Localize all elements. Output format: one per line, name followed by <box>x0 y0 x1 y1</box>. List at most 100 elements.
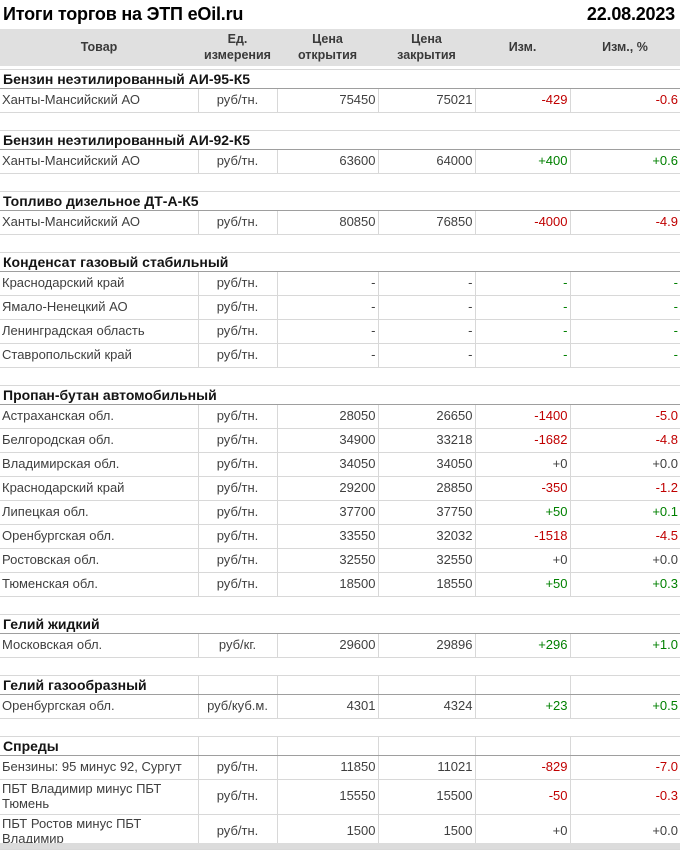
unit-cell: руб/тн. <box>197 428 277 453</box>
section-title: Конденсат газовый стабильный <box>0 252 680 272</box>
section-spacer <box>0 368 680 386</box>
unit-cell: руб/тн. <box>197 271 277 296</box>
product-cell: Ставропольский край <box>0 343 198 368</box>
table-row: Ростовская обл. руб/тн. 32550 32550 +0 +0.0 <box>0 548 680 573</box>
close-price-cell: - <box>377 295 475 320</box>
table-row: ПБТ Владимир минус ПБТ Тюмень руб/тн. 1555… <box>0 779 680 815</box>
section-title: Гелий жидкий <box>0 614 680 634</box>
open-price-cell: 15550 <box>276 779 378 815</box>
change-pct-cell: -4.5 <box>569 524 680 549</box>
section-title: Бензин неэтилированный АИ-92-К5 <box>0 130 680 150</box>
change-cell: -50 <box>474 779 570 815</box>
unit-cell: руб/тн. <box>197 476 277 501</box>
section-title: Топливо дизельное ДТ-А-К5 <box>0 191 680 211</box>
change-pct-cell: +0.5 <box>569 694 680 719</box>
open-price-cell: 4301 <box>276 694 378 719</box>
change-cell: -429 <box>474 88 570 113</box>
change-cell: -1518 <box>474 524 570 549</box>
section-title-empty-cell <box>276 736 378 756</box>
section-spacer <box>0 597 680 615</box>
column-header-close-price: Цена закрытия <box>378 29 475 66</box>
change-pct-cell: +0.0 <box>569 548 680 573</box>
product-cell: Астраханская обл. <box>0 404 198 429</box>
close-price-cell: 18550 <box>377 572 475 597</box>
close-price-cell: - <box>377 319 475 344</box>
product-cell: Ханты-Мансийский АО <box>0 149 198 174</box>
open-price-cell: 33550 <box>276 524 378 549</box>
product-cell: Краснодарский край <box>0 271 198 296</box>
change-cell: +0 <box>474 452 570 477</box>
spacer-cell <box>0 597 680 615</box>
section-spacer <box>0 174 680 192</box>
change-pct-cell: -4.9 <box>569 210 680 235</box>
close-price-cell: 11021 <box>377 755 475 780</box>
table-row: Ханты-Мансийский АО руб/тн. 63600 64000 +400… <box>0 149 680 174</box>
section-title-empty-cell <box>197 736 277 756</box>
unit-cell: руб/тн. <box>197 88 277 113</box>
close-price-cell: 33218 <box>377 428 475 453</box>
close-price-cell: 32032 <box>377 524 475 549</box>
change-cell: +400 <box>474 149 570 174</box>
change-pct-cell: - <box>569 343 680 368</box>
open-price-cell: 32550 <box>276 548 378 573</box>
section-spacer <box>0 719 680 737</box>
change-cell: +50 <box>474 572 570 597</box>
unit-cell: руб/тн. <box>197 755 277 780</box>
change-cell: -350 <box>474 476 570 501</box>
unit-cell: руб/тн. <box>197 319 277 344</box>
change-cell: - <box>474 295 570 320</box>
section-title-row: Конденсат газовый стабильный <box>0 252 680 272</box>
spacer-cell <box>0 368 680 386</box>
open-price-cell: 29600 <box>276 633 378 658</box>
unit-cell: руб/тн. <box>197 210 277 235</box>
section-title: Гелий газообразный <box>0 675 198 695</box>
unit-cell: руб/тн. <box>197 548 277 573</box>
section-title-empty-cell <box>474 675 570 695</box>
product-cell: Владимирская обл. <box>0 452 198 477</box>
section-title-row: Бензин неэтилированный АИ-92-К5 <box>0 130 680 150</box>
section-title-empty-cell <box>569 675 680 695</box>
column-header-change-pct: Изм., % <box>570 29 680 66</box>
report-date: 22.08.2023 <box>586 4 675 24</box>
column-header-product: Товар <box>0 29 198 66</box>
unit-cell: руб/кг. <box>197 633 277 658</box>
open-price-cell: 75450 <box>276 88 378 113</box>
unit-cell: руб/тн. <box>197 524 277 549</box>
table-row: Ямало-Ненецкий АО руб/тн. - - - - <box>0 295 680 320</box>
section-spacer <box>0 235 680 253</box>
change-pct-cell: -7.0 <box>569 755 680 780</box>
open-price-cell: - <box>276 295 378 320</box>
column-header-change: Изм. <box>475 29 570 66</box>
column-header-unit: Ед. измерения <box>198 29 277 66</box>
close-price-cell: 4324 <box>377 694 475 719</box>
change-pct-cell: -0.6 <box>569 88 680 113</box>
open-price-cell: 63600 <box>276 149 378 174</box>
change-cell: +50 <box>474 500 570 525</box>
open-price-cell: 34900 <box>276 428 378 453</box>
change-pct-cell: +0.3 <box>569 572 680 597</box>
close-price-cell: 64000 <box>377 149 475 174</box>
table-row: Владимирская обл. руб/тн. 34050 34050 +0 +0.0 <box>0 452 680 477</box>
product-cell: Тюменская обл. <box>0 572 198 597</box>
table-row: Краснодарский край руб/тн. 29200 28850 -350-… <box>0 476 680 501</box>
unit-cell: руб/тн. <box>197 295 277 320</box>
change-pct-cell: - <box>569 319 680 344</box>
product-cell: ПБТ Владимир минус ПБТ Тюмень <box>0 779 198 815</box>
section-title-empty-cell <box>276 675 378 695</box>
open-price-cell: - <box>276 343 378 368</box>
unit-cell: руб/тн. <box>197 572 277 597</box>
open-price-cell: 37700 <box>276 500 378 525</box>
product-cell: Ямало-Ненецкий АО <box>0 295 198 320</box>
section-title-row: Гелий жидкий <box>0 614 680 634</box>
open-price-cell: 18500 <box>276 572 378 597</box>
close-price-cell: - <box>377 343 475 368</box>
change-cell: -1682 <box>474 428 570 453</box>
change-cell: - <box>474 271 570 296</box>
unit-cell: руб/куб.м. <box>197 694 277 719</box>
open-price-cell: 28050 <box>276 404 378 429</box>
product-cell: Ханты-Мансийский АО <box>0 210 198 235</box>
open-price-cell: 34050 <box>276 452 378 477</box>
section-title-row: Пропан-бутан автомобильный <box>0 385 680 405</box>
section-title-empty-cell <box>377 736 475 756</box>
product-cell: Краснодарский край <box>0 476 198 501</box>
